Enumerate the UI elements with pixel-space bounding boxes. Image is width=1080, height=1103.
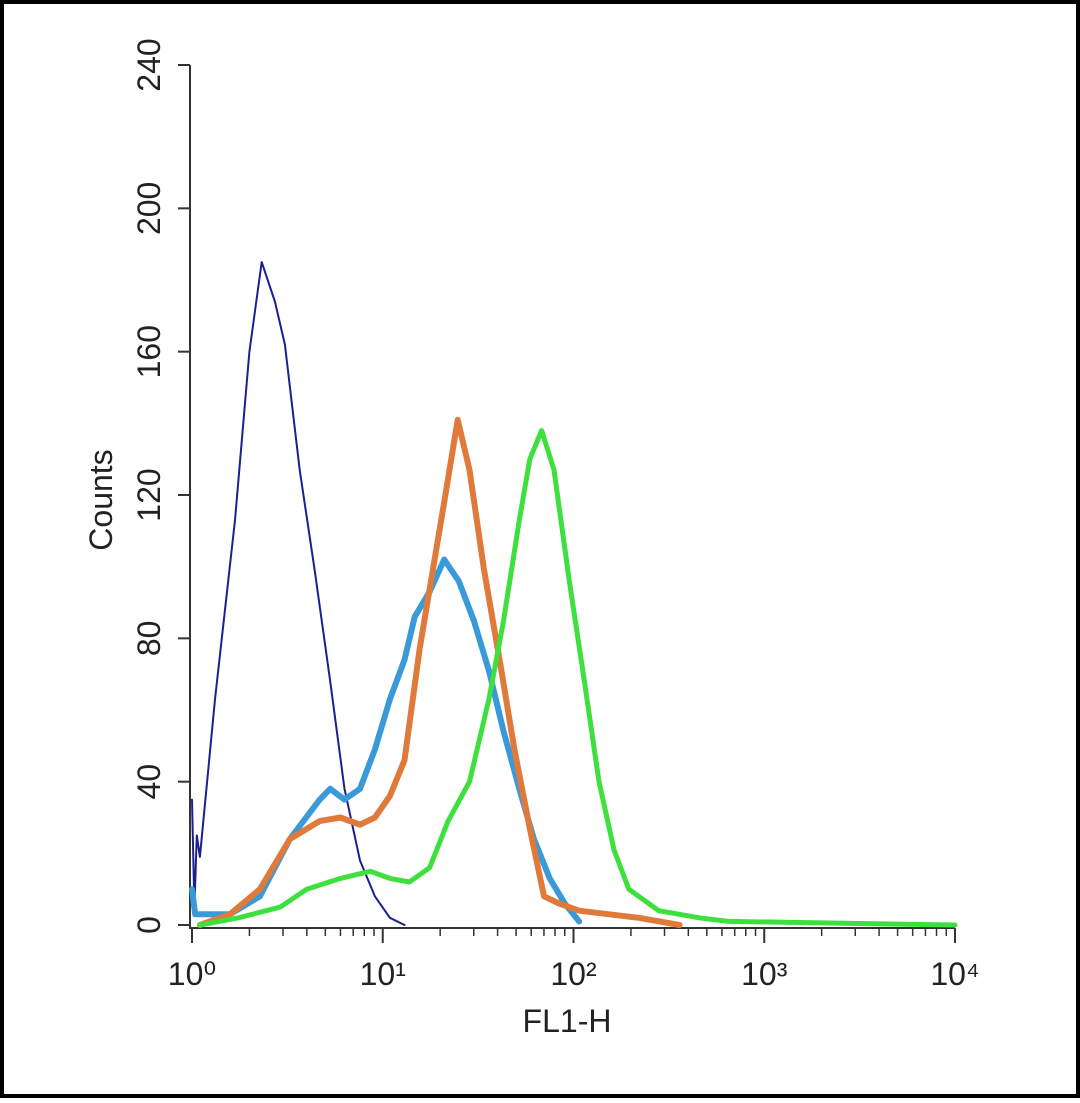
y-tick-label: 120	[131, 468, 167, 521]
y-axis-label: Counts	[83, 449, 119, 550]
series-line	[197, 428, 958, 928]
series-line	[191, 261, 406, 926]
y-tick-label: 160	[131, 325, 167, 378]
x-tick-label: 10⁴	[930, 956, 979, 992]
y-tick-label: 40	[131, 764, 167, 800]
x-tick-label: 10²	[550, 956, 597, 992]
x-tick-label: 10¹	[360, 956, 406, 992]
y-tick-label: 240	[131, 38, 167, 91]
y-tick-label: 200	[131, 182, 167, 235]
y-tick-label: 0	[131, 916, 167, 934]
x-axis-label: FL1-H	[523, 1003, 612, 1039]
series-line	[196, 416, 683, 928]
x-tick-label: 10⁰	[168, 956, 216, 992]
y-tick-label: 80	[131, 621, 167, 657]
x-tick-label: 10³	[741, 956, 788, 992]
